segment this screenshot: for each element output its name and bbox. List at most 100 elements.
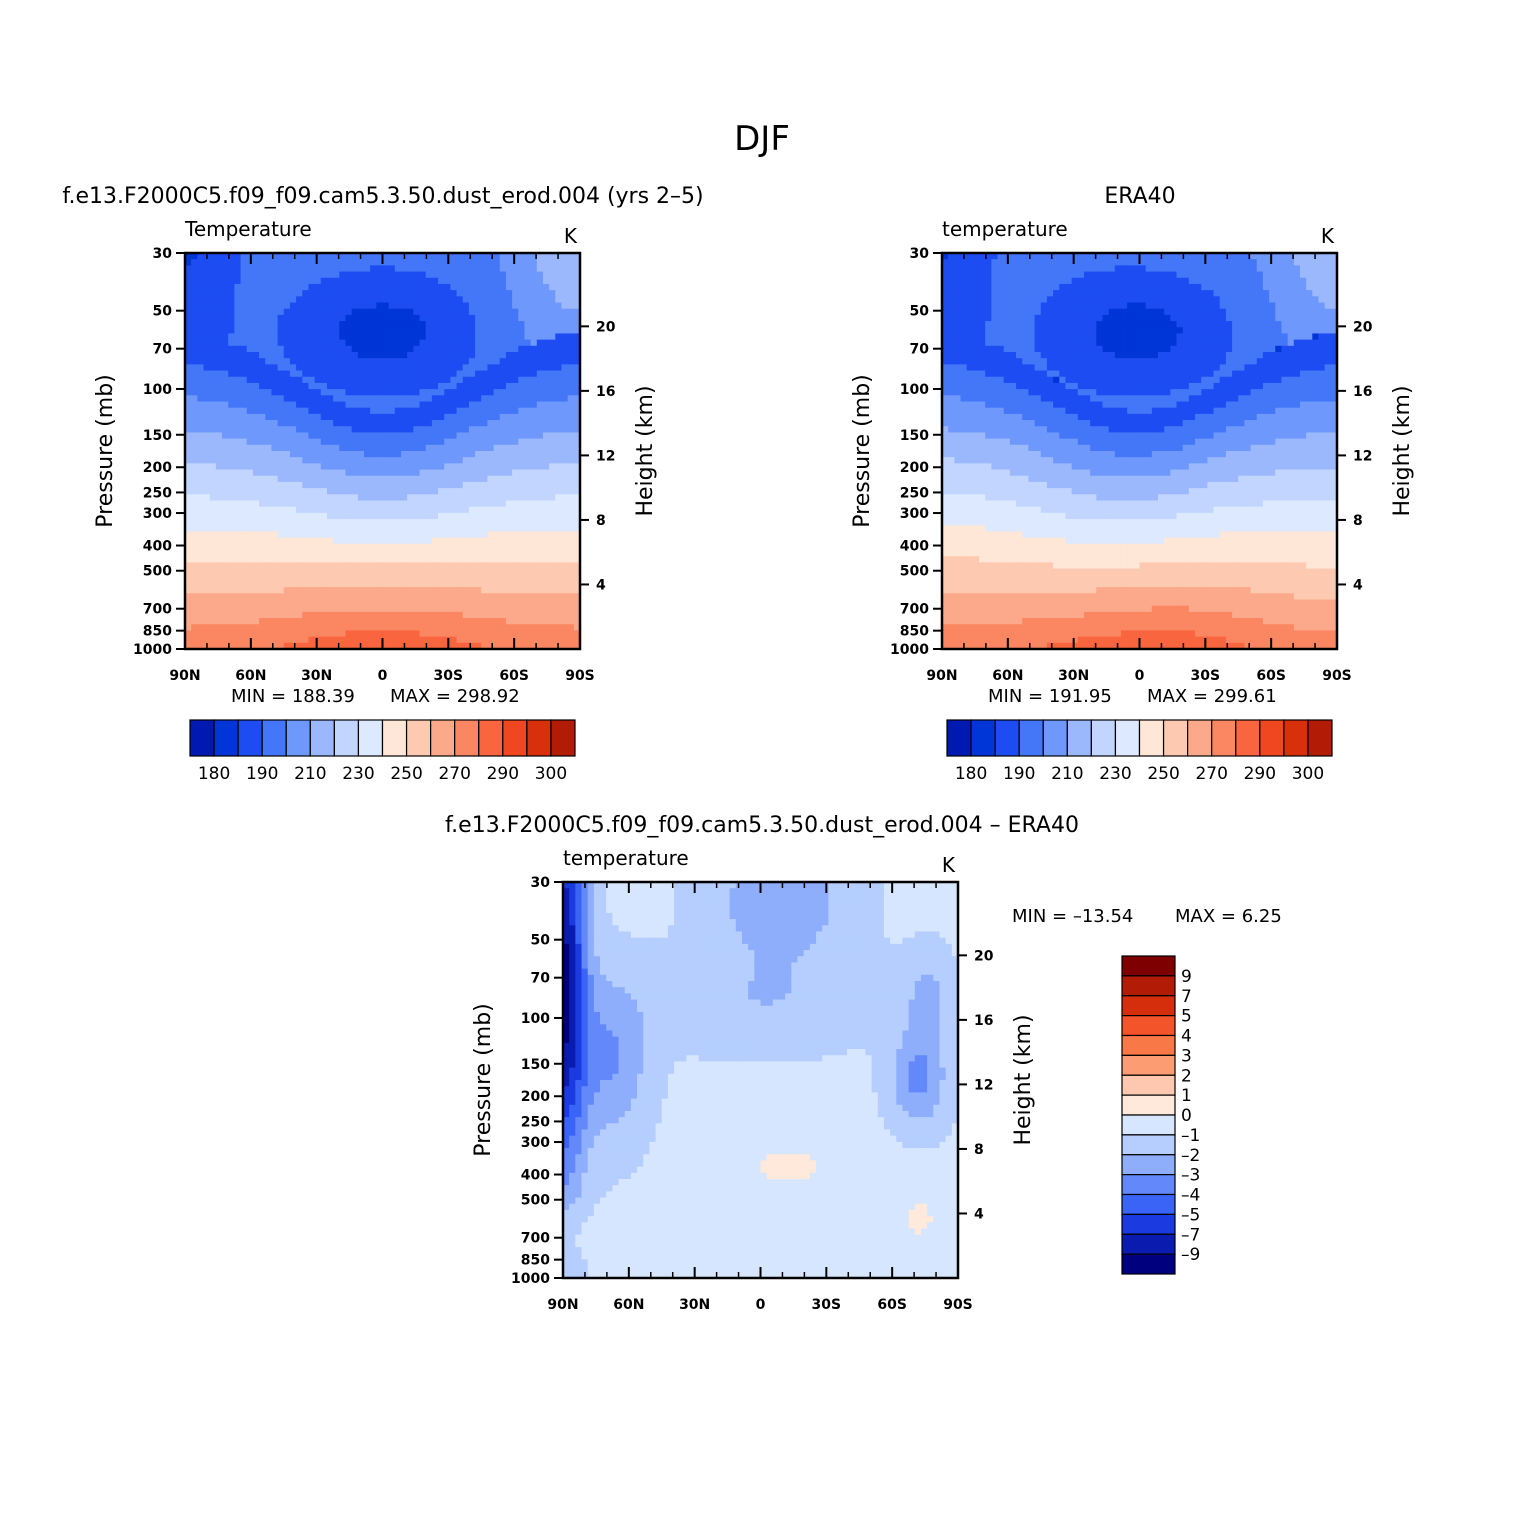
contour-cell [197,321,205,328]
contour-cell [1003,314,1011,322]
contour-cell [308,345,316,353]
contour-cell [1139,308,1147,316]
contour-cell [481,370,489,378]
contour-cell [376,265,384,273]
contour-cell [438,302,445,310]
contour-cell [240,636,248,644]
contour-cell [518,290,526,297]
contour-cell [240,605,248,613]
contour-cell [487,271,495,279]
contour-cell [283,370,291,378]
contour-cell [252,358,260,365]
contour-cell [191,475,198,483]
contour-cell [252,537,260,545]
contour-cell [203,556,211,563]
contour-cell [524,339,532,347]
contour-cell [308,358,316,365]
contour-cell [1127,265,1134,273]
contour-cell [308,271,316,279]
contour-cell [209,420,217,427]
contour-cell [234,308,242,316]
contour-cell [518,426,526,434]
contour-cell [1102,321,1110,328]
contour-cell [1176,290,1184,297]
contour-cell [376,556,384,563]
contour-cell [499,321,507,328]
contour-cell [462,333,470,341]
contour-cell [370,605,377,613]
contour-cell [481,290,489,297]
contour-cell [530,481,538,489]
contour-cell [549,253,556,260]
contour-cell [203,605,211,613]
contour-cell [475,370,482,378]
contour-cell [487,389,495,396]
contour-cell [1071,265,1079,273]
contour-cell [197,550,205,557]
contour-cell [308,277,316,285]
contour-cell [573,512,580,520]
contour-cell [413,407,421,415]
contour-cell [505,463,513,471]
contour-cell [1145,253,1153,260]
contour-cell [308,630,316,638]
contour-cell [407,370,414,378]
contour-cell [419,345,427,353]
contour-cell [296,382,303,390]
contour-cell [413,550,421,557]
contour-cell [542,283,550,291]
contour-cell [413,352,421,359]
contour-cell [487,642,495,649]
contour-cell [209,593,217,601]
contour-cell [209,308,217,316]
contour-cell [1003,265,1011,273]
contour-cell [388,605,396,613]
contour-cell [475,605,482,613]
contour-cell [512,636,519,644]
contour-cell [228,308,235,316]
contour-cell [1145,259,1153,266]
contour-cell [407,283,414,291]
contour-cell [450,283,458,291]
contour-cell [948,308,955,316]
contour-cell [1139,296,1147,304]
contour-cell [1133,314,1141,322]
contour-cell [345,531,353,539]
contour-cell [191,624,198,632]
contour-cell [302,506,310,514]
contour-cell [326,463,334,471]
contour-cell [1139,277,1147,285]
contour-cell [351,290,359,297]
contour-cell [475,438,482,446]
contour-cell [1219,308,1227,316]
contour-cell [265,426,272,434]
contour-cell [555,500,563,508]
contour-cell [419,642,427,649]
contour-cell [561,550,569,557]
contour-cell [573,438,580,446]
contour-cell [942,271,949,279]
contour-cell [357,382,365,390]
contour-cell [954,253,962,260]
contour-cell [209,376,217,384]
contour-cell [979,290,986,297]
contour-cell [271,636,279,644]
contour-cell [518,463,526,471]
contour-cell [351,618,359,625]
contour-cell [954,277,962,285]
contour-cell [357,438,365,446]
contour-cell [401,556,408,563]
contour-cell [1238,321,1246,328]
contour-cell [542,277,550,285]
contour-cell [438,444,445,452]
contour-cell [1016,321,1023,328]
contour-cell [444,321,451,328]
contour-cell [320,265,328,273]
contour-cell [1133,296,1141,304]
contour-cell [209,642,217,649]
contour-cell [512,389,519,396]
contour-cell [505,556,513,563]
contour-cell [462,376,470,384]
contour-cell [468,550,476,557]
contour-cell [518,413,526,421]
